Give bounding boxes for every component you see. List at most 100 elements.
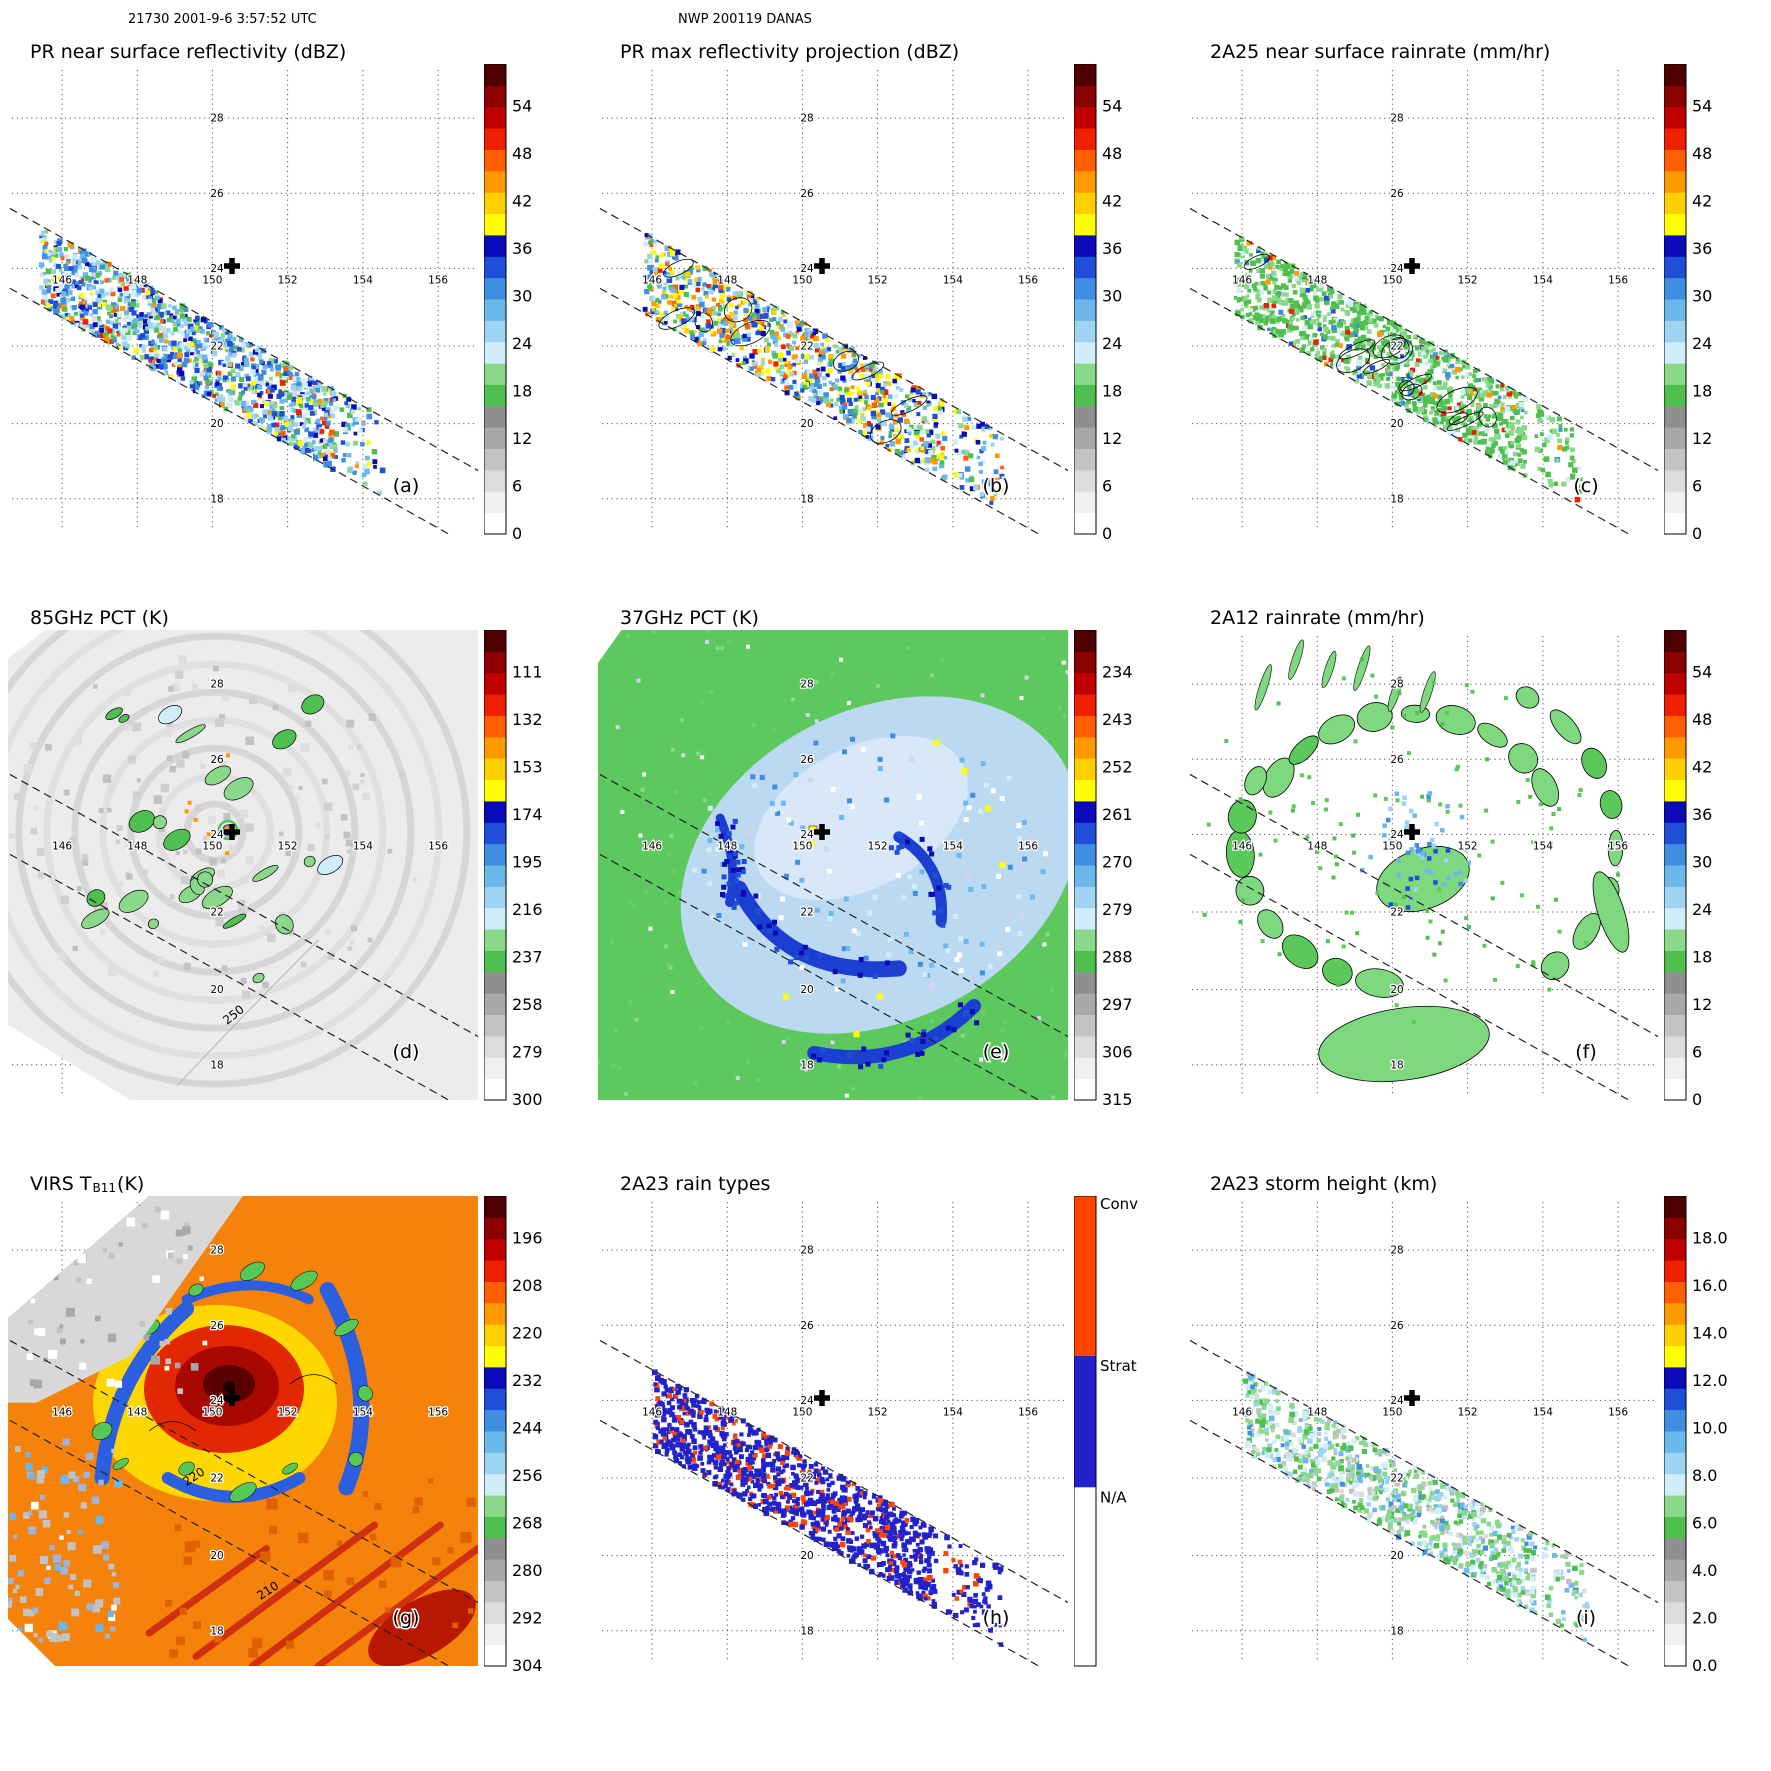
panel-letter: (b) <box>983 475 1010 497</box>
colorbar-tick-label: 42 <box>1692 192 1712 211</box>
storm-center-cross <box>224 1390 240 1406</box>
lon-label: 150 <box>792 1406 812 1418</box>
lat-label: 24 <box>1390 829 1404 841</box>
lat-label: 22 <box>800 341 813 353</box>
colorbar-tick-label: 54 <box>1692 663 1712 682</box>
colorbar: Conv Strat N/A <box>1074 1196 1138 1667</box>
map-plot: 146 148 150 152 154 156 28 26 24 22 20 18 (f) <box>1188 636 1658 1100</box>
lat-label: 24 <box>210 263 224 275</box>
lat-label: 24 <box>210 1395 224 1407</box>
colorbar-tick-label: 16.0 <box>1692 1276 1728 1295</box>
map-plot: 146 148 150 152 154 156 28 26 24 22 20 18 (c) <box>1188 70 1658 534</box>
pr-swath-edge-lines <box>598 206 1068 534</box>
lat-label: 28 <box>1390 1245 1403 1257</box>
colorbar-tick-label: 0 <box>1102 524 1112 542</box>
colorbar-tick-label: 2.0 <box>1692 1609 1717 1628</box>
panel-body: 146 148 150 152 154 156 28 26 24 22 20 18 (c) 54 48 42 3… <box>1188 62 1770 542</box>
grid-labels: 146 148 150 152 154 156 28 26 24 22 20 18 <box>1231 677 1630 1072</box>
lat-label: 28 <box>800 1245 813 1257</box>
lon-label: 156 <box>428 1406 448 1418</box>
lon-label: 154 <box>943 274 963 286</box>
panel-letter: (g) <box>393 1607 420 1629</box>
colorbar-tick-label: 18 <box>1102 382 1122 401</box>
colorbar-tick-label: 12.0 <box>1692 1371 1728 1390</box>
panel-letter: (h) <box>983 1607 1010 1629</box>
panel-d: 85GHz PCT (K) 146 148 150 152 154 156 28 26 24 22 2… <box>0 600 590 1166</box>
colorbar-tick-label: 111 <box>512 663 543 682</box>
colorbar-tick-label: 42 <box>1692 758 1712 777</box>
colorbar-tick-label: 42 <box>512 192 532 211</box>
lat-label: 22 <box>1390 1473 1403 1485</box>
lat-label: 18 <box>800 493 813 505</box>
tmi-85ghz-scene <box>8 630 478 1100</box>
lat-label: 20 <box>210 418 223 430</box>
lon-label: 150 <box>1382 840 1402 852</box>
colorbar-tick-label: 10.0 <box>1692 1419 1728 1438</box>
data-swath <box>652 1369 1004 1647</box>
panel-letter: (e) <box>983 1041 1010 1063</box>
lat-label: 18 <box>1390 493 1403 505</box>
colorbar-tick-label: 243 <box>1102 710 1133 729</box>
colorbar-tick-label: 12 <box>1692 429 1712 448</box>
pr-swath-edge-lines <box>8 772 478 1100</box>
colorbar-tick-label: 196 <box>512 1229 543 1248</box>
grid-labels: 146 148 150 152 154 156 28 26 24 22 20 18 <box>641 1243 1040 1638</box>
panel-body: 146 148 150 152 154 156 28 26 24 22 20 18 (h) Conv Str… <box>598 1194 1180 1674</box>
lon-label: 150 <box>1382 1406 1402 1418</box>
colorbar-tick-label: 4.0 <box>1692 1561 1717 1580</box>
lon-label: 156 <box>428 840 448 852</box>
grid-labels: 146 148 150 152 154 156 28 26 24 22 20 18 <box>1231 1243 1630 1638</box>
lon-label: 152 <box>868 274 888 286</box>
lat-label: 26 <box>1390 754 1404 766</box>
lon-label: 150 <box>792 274 812 286</box>
lat-label: 20 <box>1390 1550 1403 1562</box>
colorbar-tick-label: N/A <box>1100 1488 1127 1506</box>
lat-label: 28 <box>210 1245 223 1257</box>
lon-label: 152 <box>278 1406 298 1418</box>
colorbar-tick-label: 18 <box>1692 382 1712 401</box>
lon-label: 150 <box>202 1406 222 1418</box>
panel-title-text: 2A25 near surface rainrate (mm/hr) <box>1210 41 1551 63</box>
lat-label: 22 <box>800 1473 813 1485</box>
panel-title: 85GHz PCT (K) <box>8 600 590 628</box>
orbit-timestamp: 21730 2001-9-6 3:57:52 UTC <box>128 12 317 27</box>
lon-label: 148 <box>1307 1406 1327 1418</box>
grid-labels: 146 148 150 152 154 156 28 26 24 22 20 18 <box>641 111 1040 506</box>
map-plot: 146 148 150 152 154 156 28 26 24 22 20 18 (i) <box>1188 1202 1658 1666</box>
lat-label: 28 <box>210 679 223 691</box>
lat-label: 22 <box>210 341 223 353</box>
lon-label: 146 <box>1232 274 1252 286</box>
lat-label: 28 <box>1390 113 1403 125</box>
colorbar-tick-label: 48 <box>1692 710 1712 729</box>
colorbar-tick-label: 208 <box>512 1276 543 1295</box>
lon-label: 148 <box>717 840 737 852</box>
colorbar-tick-label: 36 <box>1102 239 1122 258</box>
lat-label: 24 <box>1390 263 1404 275</box>
lat-label: 26 <box>1390 1320 1404 1332</box>
figure-header: 21730 2001-9-6 3:57:52 UTC NWP 200119 DA… <box>0 0 1771 34</box>
colorbar-tick-label: 18.0 <box>1692 1229 1728 1248</box>
panel-f: 2A12 rainrate (mm/hr) 146 148 150 152 154 156 2… <box>1180 600 1770 1166</box>
lon-label: 146 <box>642 1406 662 1418</box>
grid-labels: 146 148 150 152 154 156 28 26 24 22 20 18 <box>641 677 1040 1072</box>
data-swath <box>1233 235 1583 503</box>
lon-label: 154 <box>1533 840 1553 852</box>
lat-label: 22 <box>1390 907 1403 919</box>
colorbar-tick-label: Strat <box>1100 1357 1137 1375</box>
colorbar-tick-label: 36 <box>1692 805 1712 824</box>
colorbar-tick-label: 220 <box>512 1324 543 1343</box>
panel-title: 2A25 near surface rainrate (mm/hr) <box>1188 34 1770 62</box>
panel-body: 146 148 150 152 154 156 28 26 24 22 20 18 250 (d) 111 1… <box>8 628 590 1108</box>
colorbar-tick-label: 234 <box>1102 663 1133 682</box>
tmi-rainrate-scene <box>1202 639 1630 1083</box>
lat-label: 28 <box>800 113 813 125</box>
colorbar-tick-label: 258 <box>512 995 543 1014</box>
colorbar-tick-label: 0 <box>1692 1090 1702 1108</box>
virs-ir-scene <box>8 1196 478 1666</box>
colorbar-tick-label: 24 <box>1692 334 1712 353</box>
lon-label: 152 <box>1458 1406 1478 1418</box>
lat-label: 18 <box>800 1059 813 1071</box>
panel-title-text: VIRS T <box>30 1173 92 1195</box>
